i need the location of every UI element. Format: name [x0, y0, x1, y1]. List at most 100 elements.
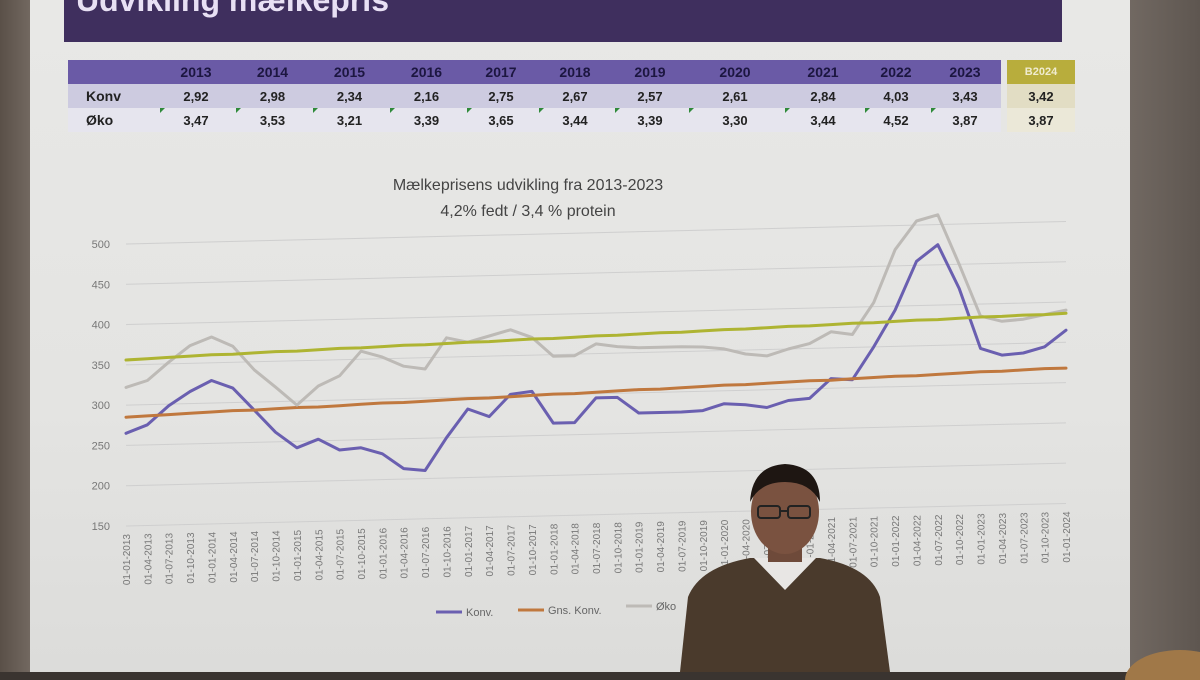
legend-label: Gns. Konv.: [548, 605, 602, 617]
year-header: 2021: [783, 60, 863, 84]
x-tick-label: 01-01-2013: [122, 534, 133, 586]
x-tick-label: 01-07-2016: [421, 526, 432, 578]
x-tick-label: 01-07-2022: [934, 514, 945, 566]
table-cell: 3,39: [613, 108, 687, 132]
budget-cell: 3,87: [1001, 108, 1075, 132]
x-tick-label: 01-04-2021: [827, 517, 838, 569]
year-header: 2014: [234, 60, 311, 84]
x-tick-label: 01-01-2020: [720, 519, 731, 571]
cell-marker-icon: [390, 108, 395, 113]
x-tick-label: 01-01-2023: [977, 513, 988, 565]
year-header: 2022: [863, 60, 929, 84]
cell-marker-icon: [689, 108, 694, 113]
x-tick-label: 01-04-2016: [400, 527, 411, 579]
y-tick-label: 350: [92, 360, 110, 372]
series-line: [124, 213, 1068, 407]
presenter-figure: [680, 464, 890, 672]
table-cell: 2,98: [234, 84, 311, 108]
x-tick-label: 01-01-2015: [293, 529, 304, 581]
slide-title: Udvikling mælkepris: [76, 0, 389, 18]
table-row-oko: Øko 3,47 3,53 3,21 3,39 3,65 3,44 3,39 3…: [68, 108, 1075, 132]
x-tick-label: 01-01-2016: [378, 527, 389, 579]
x-tick-label: 01-04-2023: [998, 513, 1009, 565]
table-cell: 3,87: [929, 108, 1004, 132]
x-tick-label: 01-10-2023: [1041, 512, 1052, 564]
table-cell: 3,30: [687, 108, 783, 132]
table-cell: 3,53: [234, 108, 311, 132]
x-axis: 01-01-2013 01-04-2013 01-07-2013 01-10-2013…: [122, 511, 1073, 585]
budget-header: B2024: [1001, 60, 1075, 84]
x-tick-label: 01-04-2015: [314, 529, 325, 581]
gridline: [125, 502, 1067, 527]
x-tick-label: 01-07-2021: [848, 516, 859, 568]
row-label: Øko: [68, 108, 158, 132]
series-line: [124, 243, 1068, 472]
table-cell: 2,67: [537, 84, 613, 108]
year-header: 2019: [613, 60, 687, 84]
table-cell: 3,65: [465, 108, 537, 132]
budget-cell: 3,42: [1001, 84, 1075, 108]
x-tick-label: 01-10-2021: [870, 516, 881, 568]
chart-subtitle: 4,2% fedt / 3,4 % protein: [440, 203, 615, 220]
x-tick-label: 01-01-2024: [1062, 511, 1073, 563]
year-header: 2018: [537, 60, 613, 84]
cell-marker-icon: [467, 108, 472, 113]
table-cell: 2,57: [613, 84, 687, 108]
x-tick-label: 01-01-2019: [635, 521, 646, 573]
table-cell: 3,47: [158, 108, 234, 132]
cell-marker-icon: [785, 108, 790, 113]
year-header-row: 2013 2014 2015 2016 2017 2018 2019 2020 …: [68, 60, 1075, 84]
cell-marker-icon: [236, 108, 241, 113]
legend-label: Øko: [656, 601, 676, 613]
audience-head: [1125, 650, 1200, 680]
series-line: [124, 366, 1068, 419]
table-cell: 4,03: [863, 84, 929, 108]
x-tick-label: 01-07-2018: [592, 522, 603, 574]
gridline: [125, 422, 1067, 446]
x-tick-label: 01-04-2019: [656, 521, 667, 573]
x-tick-label: 01-10-2017: [528, 524, 539, 576]
x-tick-label: 01-04-2017: [485, 525, 496, 577]
table-corner: [68, 60, 158, 84]
table-cell: 2,61: [687, 84, 783, 108]
cell-marker-icon: [615, 108, 620, 113]
cell-marker-icon: [313, 108, 318, 113]
gridline: [125, 220, 1067, 245]
x-tick-label: 01-04-2014: [229, 531, 240, 583]
gridline: [125, 462, 1067, 487]
year-header: 2023: [929, 60, 1004, 84]
table-cell: 3,44: [537, 108, 613, 132]
x-tick-label: 01-07-2023: [1019, 512, 1030, 564]
y-tick-label: 400: [92, 320, 110, 332]
x-tick-label: 01-10-2019: [699, 520, 710, 572]
x-tick-label: 01-01-2017: [464, 525, 475, 577]
gridline: [125, 261, 1067, 285]
table-cell: 2,92: [158, 84, 234, 108]
milk-price-table: 2013 2014 2015 2016 2017 2018 2019 2020 …: [68, 60, 1075, 132]
cell-marker-icon: [865, 108, 870, 113]
x-tick-label: 01-01-2018: [549, 523, 560, 575]
x-tick-label: 01-04-2022: [912, 515, 923, 567]
x-tick-label: 01-04-2013: [143, 533, 154, 585]
x-tick-label: 01-01-2021: [806, 517, 817, 569]
x-tick-label: 01-04-2020: [742, 519, 753, 571]
y-tick-label: 200: [92, 481, 110, 493]
year-header: 2020: [687, 60, 783, 84]
table-cell: 2,16: [388, 84, 465, 108]
row-label: Konv: [68, 84, 158, 108]
y-tick-label: 150: [92, 521, 110, 533]
table-cell: 2,34: [311, 84, 388, 108]
x-tick-label: 01-10-2014: [272, 530, 283, 582]
x-tick-label: 01-07-2019: [677, 520, 688, 572]
x-tick-label: 01-01-2014: [207, 532, 218, 584]
series-line: [124, 311, 1068, 362]
table-row-konv: Konv 2,92 2,98 2,34 2,16 2,75 2,67 2,57 …: [68, 84, 1075, 108]
y-axis: 150 200 250 300 350 400 450 500: [92, 239, 110, 533]
table-cell: 3,39: [388, 108, 465, 132]
legend-label: Konv.: [466, 607, 493, 619]
y-tick-label: 250: [92, 440, 110, 452]
gridline: [125, 301, 1067, 326]
series-layer: [124, 213, 1068, 472]
y-tick-label: 300: [92, 400, 110, 412]
